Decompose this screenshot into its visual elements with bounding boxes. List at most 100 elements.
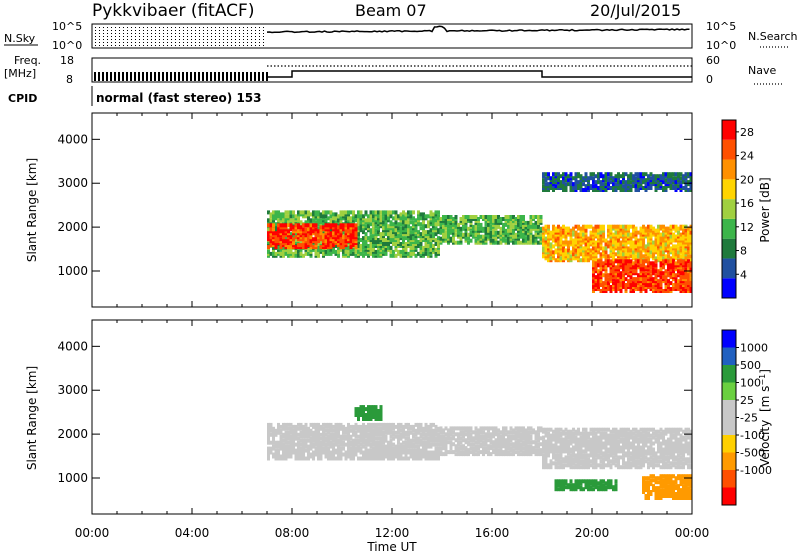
heatmap-cell <box>542 439 545 444</box>
heatmap-cell <box>562 246 565 251</box>
heatmap-cell <box>687 226 690 231</box>
heatmap-cell <box>472 224 475 229</box>
heatmap-cell <box>402 440 405 445</box>
heatmap-cell <box>572 246 575 251</box>
heatmap-cell <box>477 428 480 433</box>
heatmap-cell <box>547 463 550 468</box>
heatmap-cell <box>404 422 408 427</box>
heatmap-cell <box>684 186 688 190</box>
heatmap-cell <box>472 215 475 219</box>
heatmap-cell <box>632 174 635 179</box>
heatmap-cell <box>389 214 393 219</box>
heatmap-cell <box>409 448 413 453</box>
heatmap-cell <box>367 432 370 437</box>
heatmap-cell <box>387 224 390 229</box>
nsearch-tick-top: 10^5 <box>706 20 736 33</box>
heatmap-cell <box>504 238 508 243</box>
heatmap-cell <box>489 452 493 457</box>
heatmap-cell <box>629 279 633 284</box>
heatmap-cell <box>609 186 613 190</box>
heatmap-cell <box>564 230 568 235</box>
heatmap-cell <box>322 225 325 230</box>
heatmap-cell <box>649 273 653 278</box>
heatmap-cell <box>362 230 365 235</box>
heatmap-cell <box>462 226 465 231</box>
heatmap-cell <box>474 226 478 231</box>
freq-unit: [MHz] <box>4 67 36 80</box>
heatmap-cell <box>377 436 380 441</box>
heatmap-cell <box>662 275 665 280</box>
heatmap-cell <box>622 180 625 185</box>
heatmap-cell <box>667 271 670 276</box>
heatmap-cell <box>674 244 678 249</box>
heatmap-cell <box>634 277 638 282</box>
heatmap-cell <box>564 234 568 239</box>
heatmap-cell <box>409 210 413 215</box>
heatmap-cell <box>359 224 363 229</box>
heatmap-cell <box>604 273 608 278</box>
heatmap-cell <box>627 271 630 276</box>
heatmap-cell <box>664 242 668 247</box>
heatmap-cell <box>304 227 308 232</box>
heatmap-cell <box>407 224 410 229</box>
heatmap-cell <box>557 242 560 247</box>
heatmap-cell <box>289 434 293 439</box>
heatmap-cell <box>589 224 593 229</box>
freq-label: Freq. <box>14 54 41 67</box>
heatmap-cell <box>514 224 518 229</box>
heatmap-cell <box>452 430 455 435</box>
heatmap-cell <box>307 247 310 252</box>
heatmap-cell <box>557 445 560 450</box>
heatmap-cell <box>334 227 338 232</box>
heatmap-cell <box>687 180 690 185</box>
heatmap-cell <box>312 223 315 228</box>
heatmap-cell <box>297 440 300 445</box>
heatmap-cell <box>662 250 665 255</box>
heatmap-cell <box>467 440 470 445</box>
heatmap-cell <box>567 244 570 249</box>
heatmap-cell <box>332 428 335 433</box>
heatmap-cell <box>509 220 513 225</box>
heatmap-cell <box>559 174 563 179</box>
heatmap-cell <box>689 273 693 278</box>
heatmap-cell <box>317 450 320 455</box>
heatmap-cell <box>392 222 395 227</box>
heatmap-cell <box>359 210 363 215</box>
heatmap-cell <box>314 220 318 225</box>
heatmap-cell <box>564 248 568 253</box>
heatmap-cell <box>387 242 390 246</box>
heatmap-cell <box>362 236 365 241</box>
heatmap-cell <box>557 172 560 177</box>
heatmap-cell <box>674 277 678 282</box>
heatmap-cell <box>299 442 303 447</box>
heatmap-cell <box>454 215 458 219</box>
heatmap-cell <box>312 450 315 455</box>
heatmap-cell <box>619 240 623 245</box>
heatmap-cell <box>532 440 535 445</box>
heatmap-cell <box>519 240 523 245</box>
heatmap-cell <box>662 224 665 229</box>
heatmap-cell <box>492 228 495 233</box>
colorbar-tick-label: 16 <box>740 197 754 210</box>
heatmap-cell <box>294 245 298 250</box>
heatmap-cell <box>599 289 603 293</box>
heatmap-cell <box>354 253 358 258</box>
heatmap-cell <box>354 450 358 455</box>
heatmap-cell <box>332 442 335 447</box>
heatmap-cell <box>427 214 430 219</box>
heatmap-cell <box>622 238 625 243</box>
heatmap-cell <box>634 283 638 287</box>
heatmap-cell <box>487 426 490 431</box>
heatmap-cell <box>534 220 538 225</box>
heatmap-cell <box>689 172 693 177</box>
heatmap-cell <box>639 259 643 264</box>
heatmap-cell <box>439 446 443 451</box>
heatmap-cell <box>372 234 375 239</box>
heatmap-cell <box>372 214 375 219</box>
heatmap-cell <box>452 217 455 221</box>
heatmap-cell <box>489 444 493 449</box>
heatmap-cell <box>494 230 498 235</box>
heatmap-cell <box>582 246 585 251</box>
heatmap-cell <box>277 452 280 457</box>
heatmap-cell <box>297 422 300 427</box>
